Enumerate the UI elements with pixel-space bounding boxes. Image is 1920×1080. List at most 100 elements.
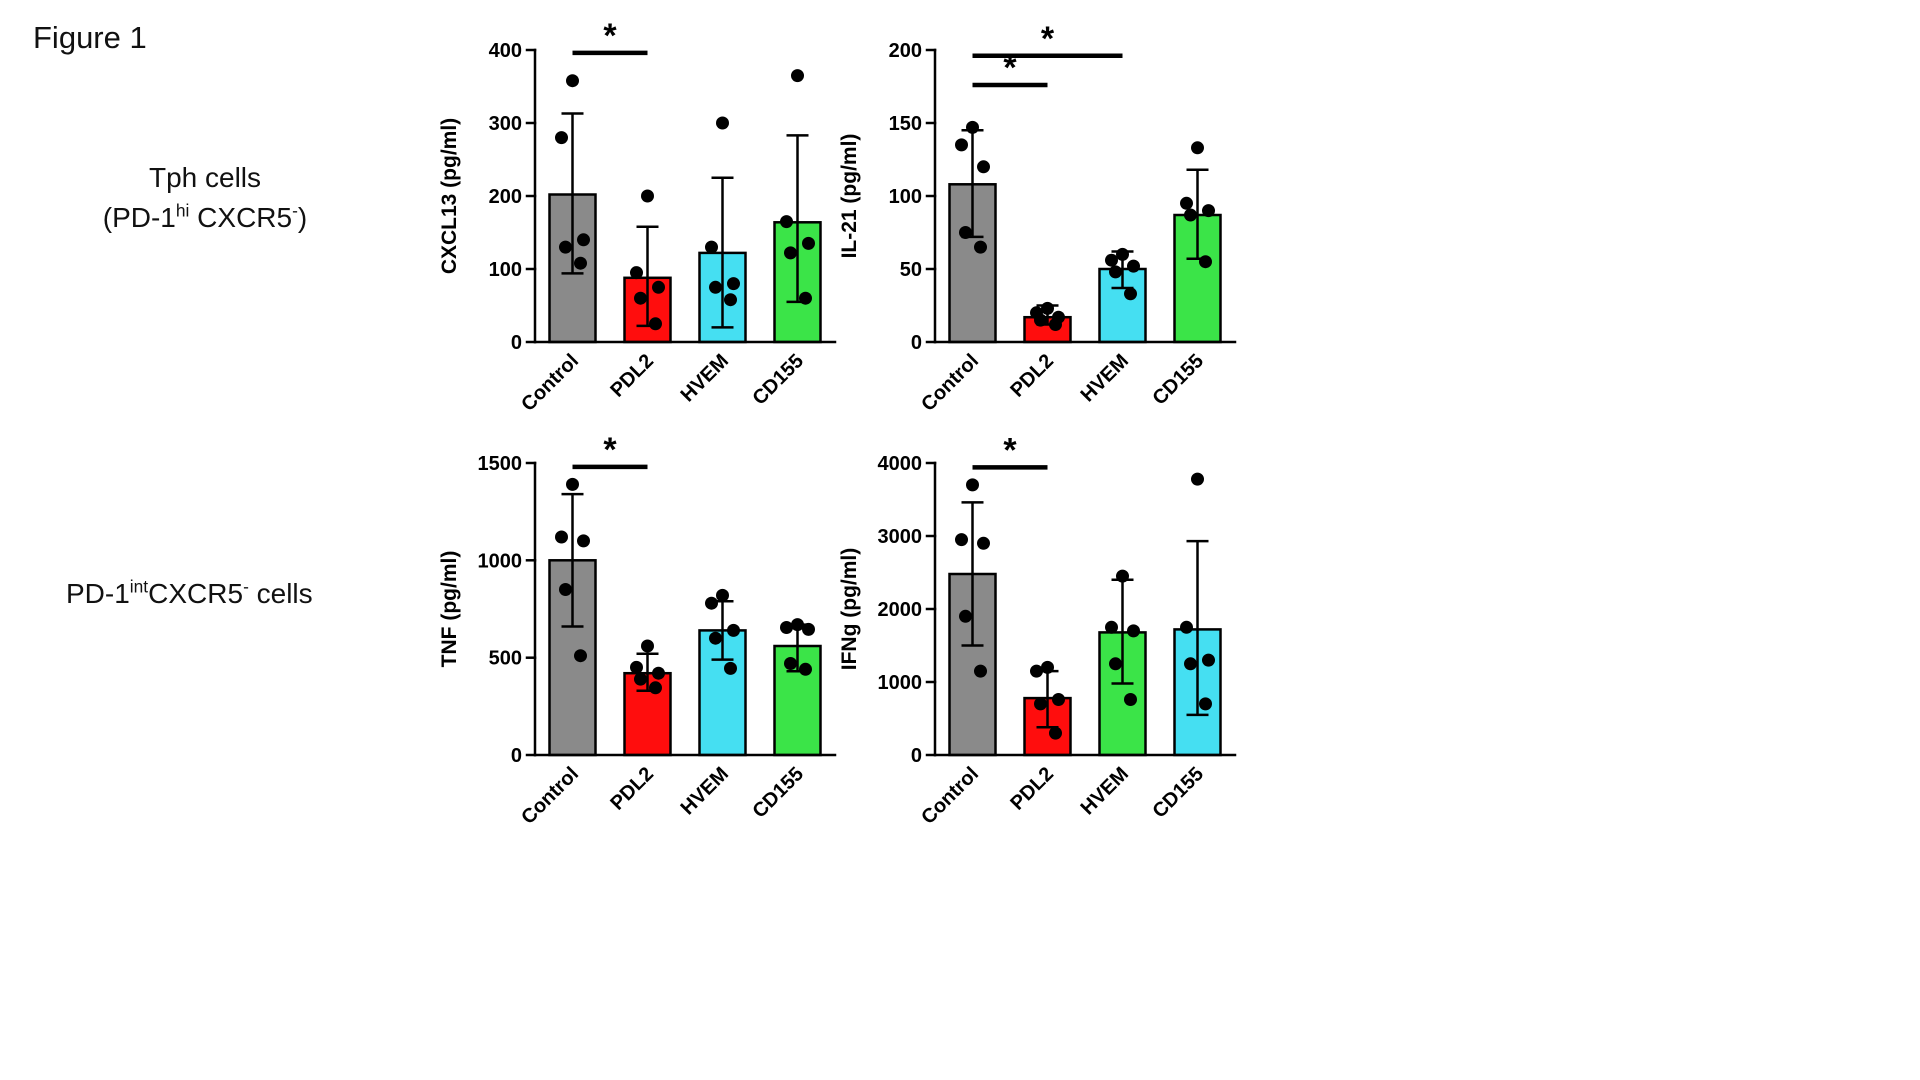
y-axis-label: IL-21 (pg/ml) bbox=[838, 134, 861, 259]
figure-title: Figure 1 bbox=[33, 20, 147, 55]
axes bbox=[525, 48, 837, 344]
error-bar-cd155 bbox=[1186, 539, 1209, 717]
axes bbox=[925, 48, 1237, 344]
y-tick-label: 2000 bbox=[878, 599, 923, 621]
x-tick-label: HVEM bbox=[677, 763, 733, 819]
data-point bbox=[1052, 693, 1065, 706]
data-point bbox=[641, 639, 654, 653]
chart-svg: 0 500 1000 1500 TNF (pg/ml) Control PDL2 HVEM CD… bbox=[438, 431, 837, 829]
data-point bbox=[634, 672, 647, 686]
x-tick-label: Control bbox=[917, 763, 983, 829]
data-point bbox=[641, 189, 654, 203]
x-tick-label: CD155 bbox=[1148, 350, 1208, 410]
x-tick-label: PDL2 bbox=[1006, 350, 1058, 402]
data-point bbox=[574, 256, 587, 270]
data-point bbox=[1180, 196, 1193, 210]
y-tick-label: 0 bbox=[511, 332, 522, 354]
data-point bbox=[802, 236, 815, 250]
x-tick-label: HVEM bbox=[1077, 763, 1133, 819]
x-tick-label: CD155 bbox=[748, 763, 808, 823]
x-tick-label: PDL2 bbox=[1006, 763, 1058, 815]
significance-star: * bbox=[1003, 431, 1017, 469]
chart-cxcl13: 0 100 200 300 400 CXCL13 (pg/ml) Control PDL2 HV… bbox=[430, 10, 850, 455]
y-tick-label: 50 bbox=[900, 259, 922, 281]
data-point bbox=[727, 623, 740, 637]
y-tick-label: 400 bbox=[489, 40, 522, 62]
data-point bbox=[1116, 569, 1129, 583]
data-point bbox=[974, 664, 987, 678]
data-point bbox=[966, 478, 979, 492]
bar-control bbox=[948, 183, 997, 344]
data-point bbox=[716, 116, 729, 130]
data-point bbox=[966, 120, 979, 134]
data-point bbox=[1109, 657, 1122, 671]
data-point bbox=[1041, 301, 1054, 315]
data-point bbox=[1049, 318, 1062, 331]
data-point bbox=[959, 609, 972, 623]
data-point bbox=[1202, 204, 1215, 218]
y-tick-label: 200 bbox=[489, 186, 522, 208]
data-point bbox=[649, 317, 662, 331]
data-point bbox=[1105, 620, 1118, 634]
y-tick-label: 4000 bbox=[878, 453, 923, 475]
data-point bbox=[799, 662, 812, 676]
data-point bbox=[1184, 208, 1197, 222]
data-point bbox=[577, 233, 590, 247]
axes bbox=[525, 461, 837, 757]
data-point bbox=[955, 533, 968, 547]
row-label-tph-cells: Tph cells (PD-1hi CXCR5-) bbox=[55, 158, 355, 238]
data-point bbox=[791, 69, 804, 83]
y-tick-label: 1500 bbox=[478, 453, 523, 475]
data-point bbox=[709, 631, 722, 645]
data-point bbox=[634, 291, 647, 305]
data-point bbox=[574, 649, 587, 663]
error-bar-hvem bbox=[711, 176, 734, 329]
data-point bbox=[791, 618, 804, 632]
data-point bbox=[1116, 247, 1129, 261]
y-axis-label: CXCL13 (pg/ml) bbox=[438, 118, 461, 274]
data-point bbox=[1191, 141, 1204, 155]
row-label-line: PD-1intCXCR5- cells bbox=[66, 576, 313, 609]
data-point bbox=[630, 266, 643, 280]
y-tick-label: 1000 bbox=[478, 550, 523, 572]
data-point bbox=[724, 293, 737, 307]
data-point bbox=[709, 280, 722, 294]
data-point bbox=[780, 215, 793, 229]
y-tick-label: 200 bbox=[889, 40, 922, 62]
data-point bbox=[802, 622, 815, 636]
x-tick-label: Control bbox=[917, 350, 983, 416]
data-point bbox=[1105, 253, 1118, 267]
data-point bbox=[977, 536, 990, 550]
y-tick-label: 0 bbox=[911, 745, 922, 767]
y-tick-label: 100 bbox=[889, 186, 922, 208]
y-axis-label: TNF (pg/ml) bbox=[438, 551, 461, 668]
row-label-line: (PD-1hi CXCR5-) bbox=[102, 200, 308, 233]
data-point bbox=[566, 74, 579, 88]
data-point bbox=[727, 277, 740, 291]
significance-star: * bbox=[1041, 20, 1055, 58]
data-point bbox=[1109, 265, 1122, 279]
data-point bbox=[652, 666, 665, 680]
data-point bbox=[630, 660, 643, 674]
x-tick-label: Control bbox=[517, 763, 583, 829]
row-label-line: Tph cells bbox=[148, 162, 262, 193]
data-point bbox=[577, 534, 590, 548]
data-point bbox=[959, 226, 972, 239]
y-axis-label: IFNg (pg/ml) bbox=[838, 548, 861, 670]
chart-tnf: 0 500 1000 1500 TNF (pg/ml) Control PDL2 HVEM CD… bbox=[430, 423, 850, 868]
x-tick-label: PDL2 bbox=[606, 763, 658, 815]
y-tick-label: 1000 bbox=[878, 672, 923, 694]
data-point bbox=[1034, 313, 1047, 327]
data-point bbox=[566, 477, 579, 491]
data-point bbox=[724, 661, 737, 675]
y-tick-label: 300 bbox=[489, 113, 522, 135]
data-point bbox=[1202, 653, 1215, 667]
data-point bbox=[555, 131, 568, 145]
data-point bbox=[716, 588, 729, 602]
data-point bbox=[1180, 620, 1193, 634]
y-tick-label: 0 bbox=[911, 332, 922, 354]
data-point bbox=[1184, 657, 1197, 671]
data-point bbox=[555, 530, 568, 544]
data-point bbox=[705, 240, 718, 254]
x-tick-label: Control bbox=[517, 350, 583, 416]
